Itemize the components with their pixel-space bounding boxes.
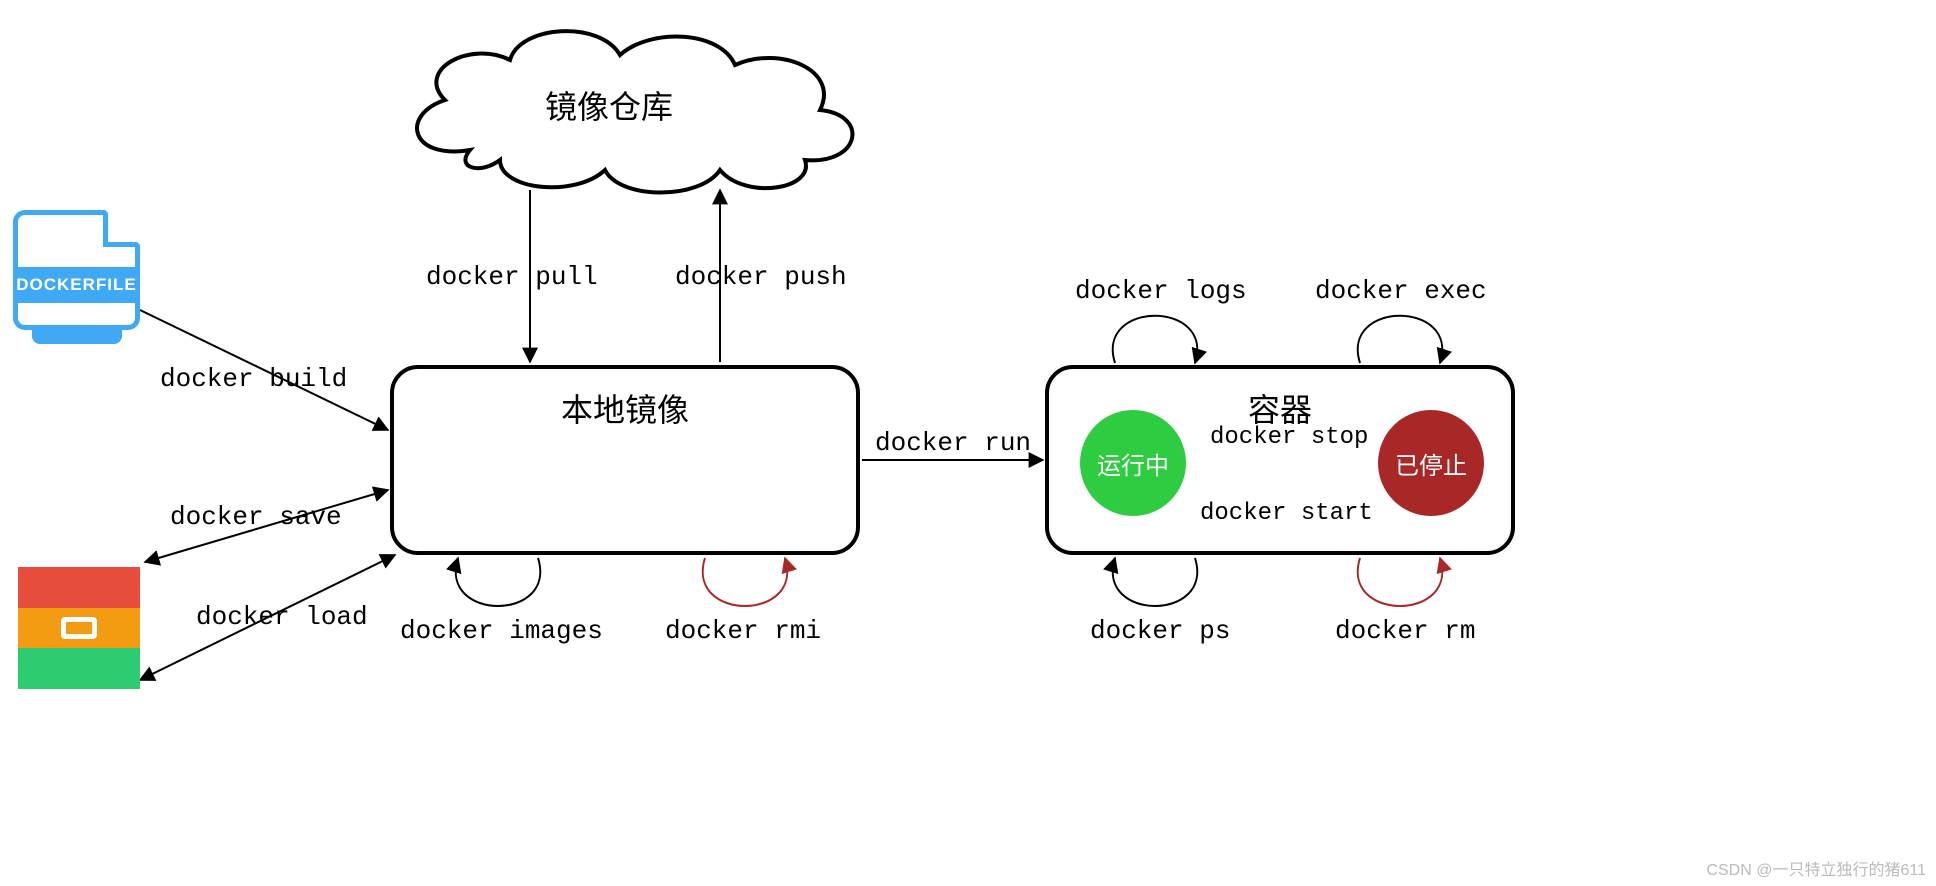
label-exec: docker exec [1315,276,1487,306]
docker-workflow-diagram: 镜像仓库 本地镜像 容器 运行中 已停止 DOCKERFILE docker p… [0,0,1936,886]
watermark: CSDN @一只特立独行的猪611 [1706,856,1926,880]
dockerfile-label: DOCKERFILE [13,267,140,303]
label-images: docker images [400,616,603,646]
local-images-node: 本地镜像 [390,365,860,555]
local-images-title: 本地镜像 [394,385,856,431]
label-load: docker load [196,602,368,632]
running-state: 运行中 [1080,410,1186,516]
label-rm: docker rm [1335,616,1475,646]
archive-icon [18,567,140,689]
stopped-state: 已停止 [1378,410,1484,516]
label-push: docker push [675,262,847,292]
label-pull: docker pull [426,262,598,292]
dockerfile-icon: DOCKERFILE [13,210,140,345]
label-logs: docker logs [1075,276,1247,306]
label-stop: docker stop [1210,424,1368,451]
registry-title: 镜像仓库 [545,82,673,128]
label-run: docker run [875,428,1031,458]
label-rmi: docker rmi [665,616,821,646]
label-build: docker build [160,364,347,394]
running-label: 运行中 [1097,446,1169,481]
label-start: docker start [1200,500,1373,527]
label-save: docker save [170,502,342,532]
stopped-label: 已停止 [1395,446,1467,481]
label-ps: docker ps [1090,616,1230,646]
